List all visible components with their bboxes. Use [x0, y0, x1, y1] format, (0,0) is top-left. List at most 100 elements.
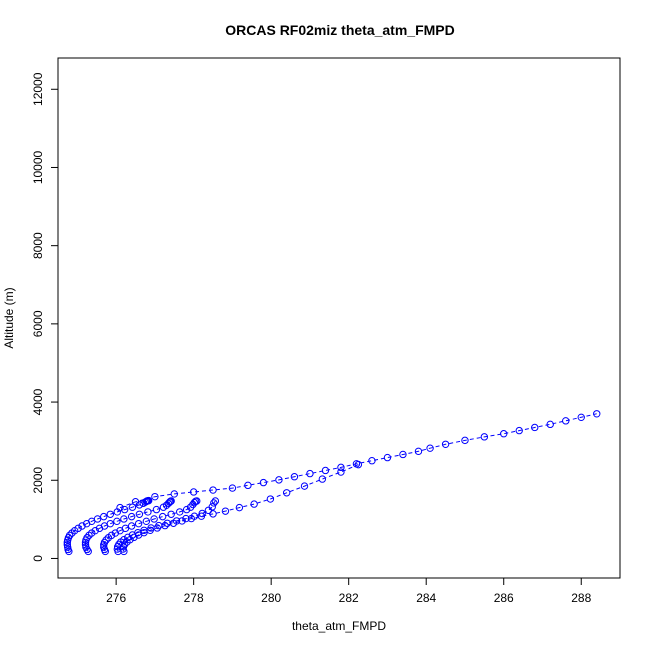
data-point: [221, 507, 230, 515]
data-point: [266, 495, 275, 503]
data-point: [306, 469, 314, 478]
data-point: [120, 505, 129, 514]
data-point: [187, 514, 196, 523]
data-point: [399, 450, 407, 459]
data-point: [167, 510, 175, 518]
y-axis: 0 2000 4000 6000 8000 10000 12000: [31, 72, 59, 562]
data-point: [300, 482, 309, 490]
data-point: [275, 476, 283, 484]
data-point: [150, 515, 158, 523]
data-point: [208, 503, 216, 511]
data-point: [337, 463, 345, 472]
x-tick-label: 278: [184, 591, 204, 605]
y-tick-label: 8000: [31, 232, 45, 259]
data-point: [197, 512, 206, 520]
data-point: [209, 510, 217, 518]
data-point: [102, 536, 110, 544]
data-point: [182, 514, 190, 523]
y-axis-label: Altitude (m): [2, 287, 16, 348]
y-tick-label: 4000: [31, 388, 45, 415]
data-point: [128, 503, 137, 511]
data-point: [167, 497, 175, 505]
data-point: [210, 499, 218, 507]
data-point: [170, 490, 178, 498]
data-point: [63, 541, 72, 549]
x-tick-label: 286: [494, 591, 514, 605]
data-point: [74, 524, 82, 533]
data-point: [480, 433, 489, 441]
data-point: [134, 519, 143, 528]
data-point: [100, 512, 108, 521]
data-point: [244, 481, 252, 490]
x-tick-label: 280: [261, 591, 281, 605]
data-point: [153, 524, 161, 532]
data-point: [441, 440, 450, 448]
data-point: [146, 526, 154, 535]
data-point: [140, 528, 148, 537]
data-point: [228, 484, 237, 492]
x-tick-label: 288: [571, 591, 591, 605]
data-point: [321, 466, 330, 475]
data-point: [178, 517, 186, 525]
data-point: [318, 475, 327, 483]
data-point: [100, 543, 108, 551]
data-point: [235, 503, 244, 512]
data-point: [107, 531, 116, 540]
data-point: [91, 526, 99, 535]
data-point: [593, 410, 601, 418]
data-point: [176, 508, 184, 516]
data-point: [106, 510, 115, 518]
data-point: [189, 488, 198, 496]
data-point: [461, 436, 469, 445]
data-point: [121, 524, 130, 533]
series-connector-line: [122, 464, 359, 552]
data-point: [127, 512, 136, 521]
data-point: [106, 519, 115, 528]
data-point: [383, 453, 392, 462]
data-point: [65, 531, 74, 540]
data-point: [93, 515, 102, 523]
data-point: [126, 535, 134, 544]
data-point: [352, 460, 361, 468]
data-point: [190, 498, 199, 507]
data-point: [193, 497, 201, 505]
data-point: [531, 423, 539, 432]
data-point: [562, 417, 570, 425]
data-point: [414, 447, 423, 456]
data-point: [182, 505, 191, 514]
data-point: [120, 540, 129, 549]
y-tick-label: 6000: [31, 310, 45, 337]
data-point: [135, 510, 144, 518]
data-point: [211, 497, 220, 505]
data-point: [161, 521, 169, 530]
data-point: [152, 505, 161, 514]
data-point: [577, 413, 585, 422]
data-point: [151, 492, 159, 501]
data-point: [115, 540, 123, 549]
data-point: [158, 512, 167, 521]
data-point: [209, 486, 217, 494]
data-point: [83, 534, 91, 542]
x-axis-label: theta_atm_FMPD: [292, 619, 386, 633]
y-tick-label: 0: [31, 555, 45, 562]
y-tick-label: 2000: [31, 467, 45, 494]
data-point: [81, 541, 90, 549]
data-point: [165, 498, 174, 506]
data-point: [131, 498, 140, 506]
x-tick-label: 284: [416, 591, 436, 605]
data-point: [120, 515, 128, 523]
data-point: [116, 503, 124, 512]
x-tick-label: 282: [339, 591, 359, 605]
data-point: [426, 444, 434, 452]
x-axis: 276 278 280 282 284 286 288: [106, 577, 592, 605]
data-point: [290, 473, 299, 481]
data-point: [368, 457, 376, 465]
data-point: [169, 519, 178, 527]
y-tick-label: 10000: [31, 150, 45, 184]
data-point: [546, 420, 554, 429]
data-point: [78, 522, 86, 530]
x-tick-label: 276: [106, 591, 126, 605]
data-point: [500, 430, 508, 438]
data-point: [250, 500, 258, 508]
